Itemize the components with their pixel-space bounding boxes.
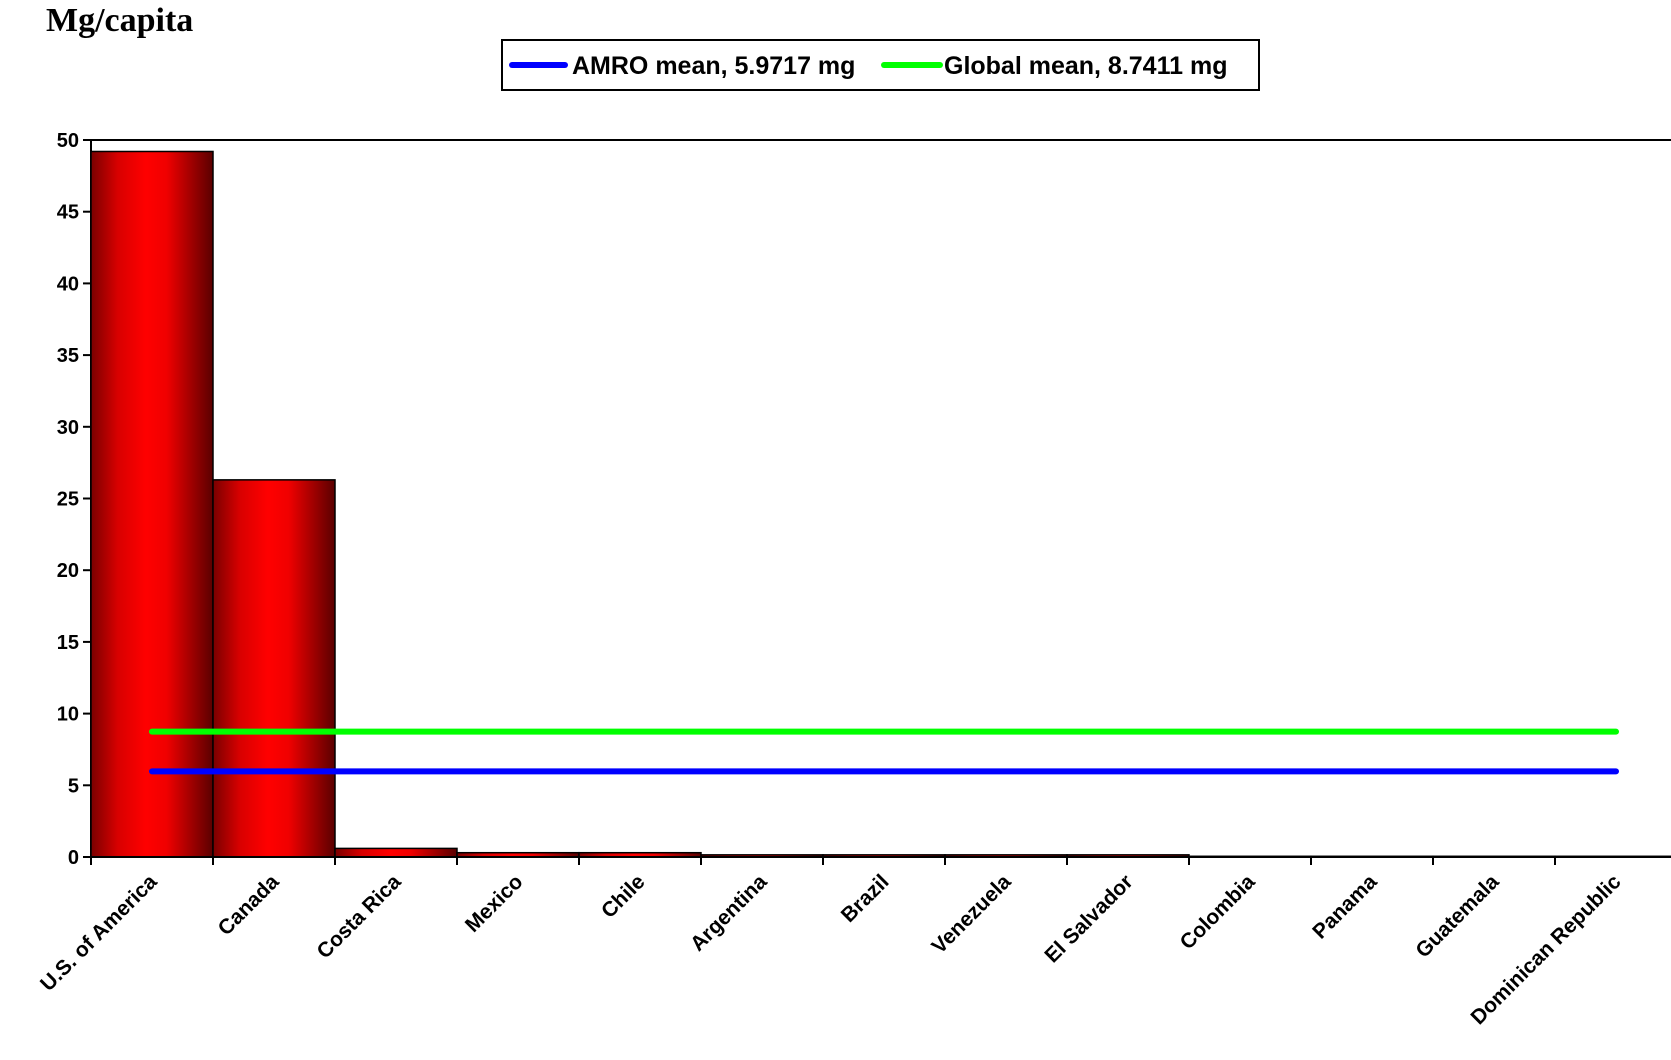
legend: AMRO mean, 5.9717 mg Global mean, 8.7411 … bbox=[501, 39, 1260, 91]
y-tick-label: 5 bbox=[68, 775, 79, 797]
y-axis-title: Mg/capita bbox=[46, 2, 194, 39]
y-tick-label: 0 bbox=[68, 847, 79, 869]
x-category-label: Venezuela bbox=[927, 870, 1015, 958]
x-category-label: Costa Rica bbox=[313, 870, 406, 963]
y-tick-label: 30 bbox=[57, 417, 79, 439]
legend-label: AMRO mean, 5.9717 mg bbox=[572, 52, 855, 80]
x-category-label: Chile bbox=[597, 870, 650, 923]
y-tick-label: 15 bbox=[57, 632, 79, 654]
x-category-label: Panama bbox=[1308, 870, 1381, 943]
y-tick-label: 50 bbox=[57, 130, 79, 152]
y-tick-label: 10 bbox=[57, 704, 79, 726]
x-category-label: Argentina bbox=[686, 870, 772, 956]
y-tick-label: 25 bbox=[57, 489, 79, 511]
bar bbox=[90, 150, 214, 858]
y-tick-label: 40 bbox=[57, 273, 79, 295]
x-category-label: Canada bbox=[214, 870, 284, 940]
plot-area: 0 5 10 15 20 25 30 35 40 45 50 U.S. of America Canad… bbox=[36, 130, 1671, 1029]
bar bbox=[334, 847, 458, 858]
legend-box bbox=[501, 39, 1260, 91]
x-category-label: Mexico bbox=[461, 870, 528, 937]
x-category-label: Guatemala bbox=[1411, 870, 1503, 962]
x-category-label: Colombia bbox=[1176, 870, 1260, 954]
legend-label: Global mean, 8.7411 mg bbox=[944, 52, 1227, 80]
x-category-label: Brazil bbox=[837, 870, 894, 927]
y-tick-label: 20 bbox=[57, 560, 79, 582]
x-category-label: U.S. of America bbox=[36, 870, 162, 996]
y-tick-label: 35 bbox=[57, 345, 79, 367]
bar bbox=[212, 479, 336, 858]
x-category-label: El Salvador bbox=[1040, 870, 1137, 967]
y-tick-label: 45 bbox=[57, 202, 79, 224]
